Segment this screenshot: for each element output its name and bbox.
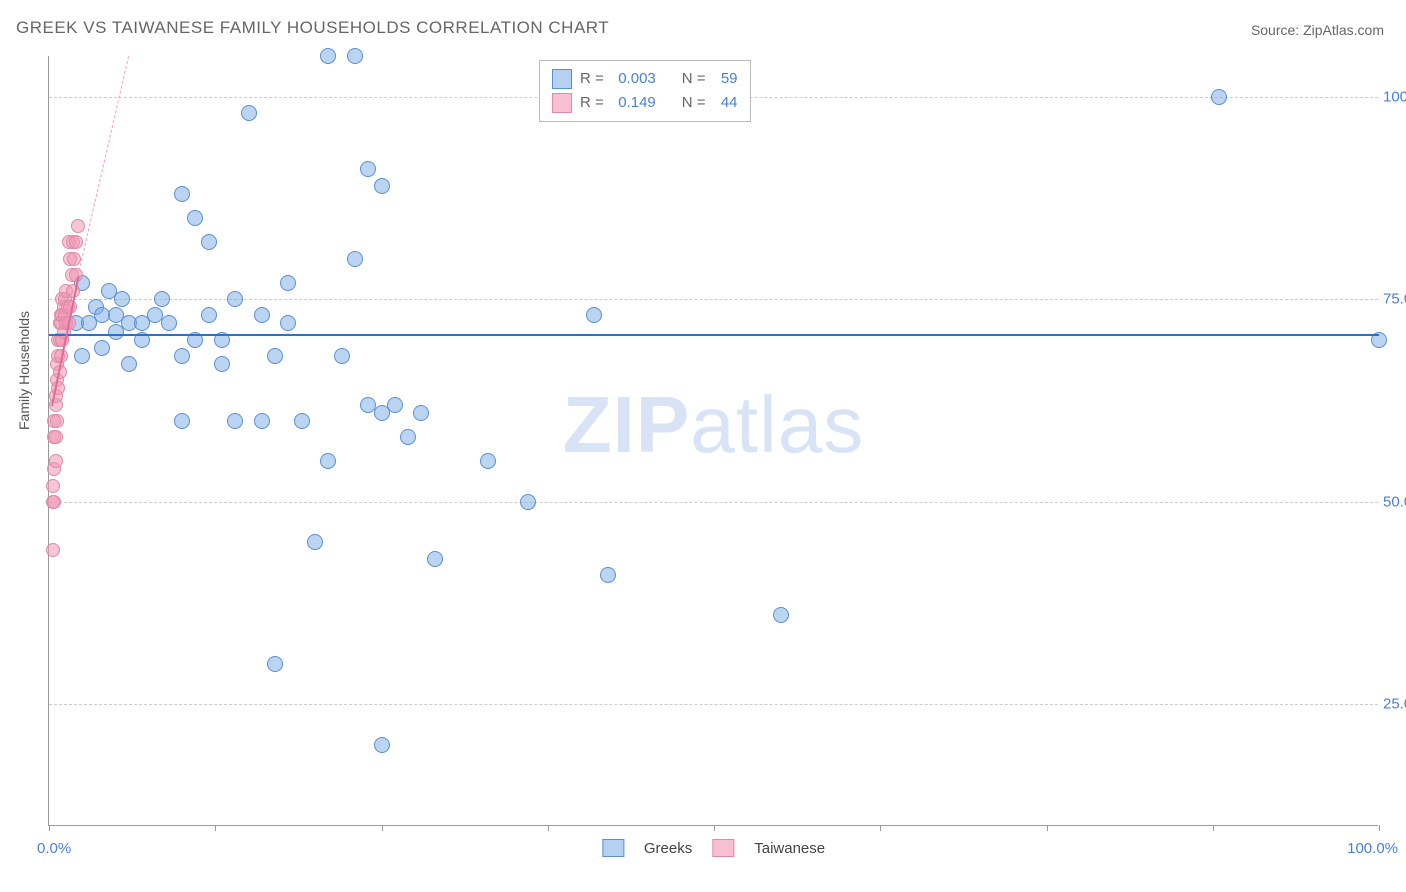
data-point-greeks <box>241 105 257 121</box>
data-point-taiwanese <box>69 268 83 282</box>
x-tick-mark <box>215 825 216 831</box>
x-tick-mark <box>1047 825 1048 831</box>
data-point-greeks <box>227 413 243 429</box>
series-legend: Greeks Taiwanese <box>602 839 825 857</box>
watermark: ZIPatlas <box>563 379 864 471</box>
x-axis-label-min: 0.0% <box>37 840 71 857</box>
data-point-greeks <box>154 291 170 307</box>
stats-legend: R = 0.003 N = 59 R = 0.149 N = 44 <box>539 60 751 122</box>
x-axis-label-max: 100.0% <box>1347 840 1398 857</box>
data-point-taiwanese <box>69 235 83 249</box>
data-point-greeks <box>374 737 390 753</box>
data-point-taiwanese <box>49 430 63 444</box>
data-point-greeks <box>320 48 336 64</box>
source-label: Source: ZipAtlas.com <box>1251 22 1384 38</box>
data-point-taiwanese <box>49 454 63 468</box>
data-point-greeks <box>360 161 376 177</box>
gridline <box>49 704 1378 705</box>
data-point-greeks <box>201 234 217 250</box>
data-point-greeks <box>254 307 270 323</box>
data-point-greeks <box>114 291 130 307</box>
x-tick-mark <box>714 825 715 831</box>
x-tick-mark <box>1213 825 1214 831</box>
x-tick-mark <box>548 825 549 831</box>
data-point-taiwanese <box>46 479 60 493</box>
watermark-bold: ZIP <box>563 380 690 469</box>
r-label: R = <box>580 91 604 115</box>
data-point-greeks <box>280 275 296 291</box>
swatch-blue-icon <box>602 839 624 857</box>
data-point-greeks <box>773 607 789 623</box>
data-point-taiwanese <box>46 543 60 557</box>
data-point-greeks <box>520 494 536 510</box>
data-point-greeks <box>280 315 296 331</box>
data-point-greeks <box>1211 89 1227 105</box>
y-tick-label: 75.0% <box>1383 291 1406 308</box>
data-point-greeks <box>413 405 429 421</box>
data-point-greeks <box>187 210 203 226</box>
swatch-pink-icon <box>712 839 734 857</box>
n-value: 44 <box>714 91 738 115</box>
data-point-greeks <box>586 307 602 323</box>
x-tick-mark <box>49 825 50 831</box>
legend-label-taiwanese: Taiwanese <box>754 840 825 857</box>
data-point-taiwanese <box>50 414 64 428</box>
chart-title: GREEK VS TAIWANESE FAMILY HOUSEHOLDS COR… <box>16 18 609 38</box>
gridline <box>49 502 1378 503</box>
data-point-taiwanese <box>47 495 61 509</box>
data-point-greeks <box>307 534 323 550</box>
n-label: N = <box>682 67 706 91</box>
data-point-greeks <box>214 356 230 372</box>
data-point-greeks <box>254 413 270 429</box>
y-axis-label: Family Households <box>16 311 32 430</box>
data-point-greeks <box>174 413 190 429</box>
legend-label-greeks: Greeks <box>644 840 692 857</box>
data-point-taiwanese <box>71 219 85 233</box>
trend-line-taiwanese-extrapolated <box>78 56 130 275</box>
data-point-greeks <box>374 178 390 194</box>
data-point-greeks <box>347 48 363 64</box>
data-point-greeks <box>267 348 283 364</box>
n-label: N = <box>682 91 706 115</box>
y-tick-label: 25.0% <box>1383 696 1406 713</box>
x-tick-mark <box>880 825 881 831</box>
gridline <box>49 299 1378 300</box>
swatch-pink-icon <box>552 93 572 113</box>
x-tick-mark <box>382 825 383 831</box>
n-value: 59 <box>714 67 738 91</box>
data-point-greeks <box>334 348 350 364</box>
watermark-light: atlas <box>690 380 864 469</box>
data-point-greeks <box>387 397 403 413</box>
data-point-greeks <box>74 348 90 364</box>
stats-row-greeks: R = 0.003 N = 59 <box>552 67 738 91</box>
data-point-greeks <box>480 453 496 469</box>
data-point-greeks <box>400 429 416 445</box>
data-point-greeks <box>174 186 190 202</box>
x-tick-mark <box>1379 825 1380 831</box>
y-tick-label: 100.0% <box>1383 88 1406 105</box>
data-point-greeks <box>294 413 310 429</box>
data-point-greeks <box>201 307 217 323</box>
data-point-greeks <box>320 453 336 469</box>
data-point-greeks <box>94 340 110 356</box>
r-label: R = <box>580 67 604 91</box>
data-point-greeks <box>161 315 177 331</box>
swatch-blue-icon <box>552 69 572 89</box>
data-point-greeks <box>267 656 283 672</box>
plot-area: ZIPatlas 25.0%50.0%75.0%100.0% 0.0% 100.… <box>48 56 1378 826</box>
r-value: 0.003 <box>612 67 656 91</box>
r-value: 0.149 <box>612 91 656 115</box>
data-point-greeks <box>227 291 243 307</box>
data-point-greeks <box>347 251 363 267</box>
data-point-greeks <box>174 348 190 364</box>
data-point-greeks <box>600 567 616 583</box>
data-point-greeks <box>121 356 137 372</box>
trend-line-greeks <box>49 334 1379 336</box>
data-point-greeks <box>427 551 443 567</box>
y-tick-label: 50.0% <box>1383 493 1406 510</box>
stats-row-taiwanese: R = 0.149 N = 44 <box>552 91 738 115</box>
